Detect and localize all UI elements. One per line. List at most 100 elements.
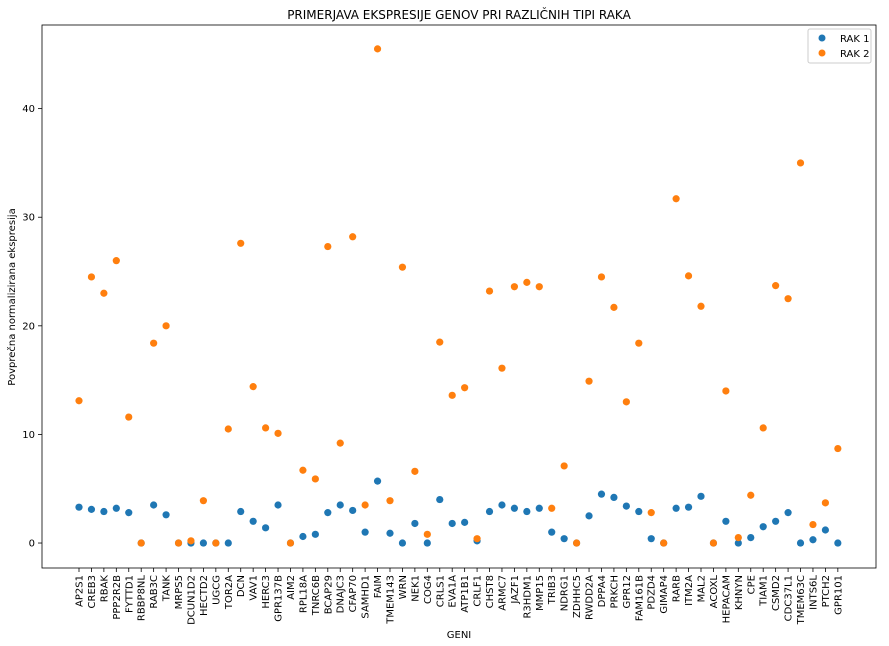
data-point-rak1-wrn (398, 539, 407, 547)
data-point-rak1-tnrc6b (311, 530, 319, 538)
x-tick-label-gpr137b: GPR137B (274, 575, 285, 622)
x-tick-label-dcun1d2: DCUN1D2 (186, 575, 197, 625)
data-point-rak2-gimap4 (660, 539, 668, 547)
data-point-rak2-eva1a (448, 391, 456, 399)
data-point-rak2-dcn (237, 239, 245, 247)
x-tick-label-crlf1: CRLF1 (473, 575, 484, 607)
x-tick-label-rwdd2a: RWDD2A (585, 575, 596, 620)
data-point-rak2-cfap70 (349, 233, 357, 241)
data-point-rak1-faim (373, 477, 382, 485)
x-tick-label-dcn: DCN (236, 575, 247, 597)
data-point-rak1-armc7 (498, 501, 506, 509)
x-tick-label-ap2s1: AP2S1 (75, 575, 86, 607)
data-point-rak1-eva1a (448, 519, 456, 528)
data-point-rak2-creb3 (87, 273, 96, 281)
data-point-rak1-prkch (610, 493, 618, 502)
x-tick-label-cdc37l1: CDC37L1 (784, 575, 795, 621)
data-point-rak2-chst8 (485, 287, 494, 295)
data-point-rak1-csmd2 (772, 517, 780, 525)
data-point-rak2-zdhhc5 (573, 539, 581, 547)
x-tick-label-aim2: AIM2 (286, 575, 297, 600)
legend-marker-rak2 (818, 49, 826, 57)
x-tick-label-faim: FAIM (373, 575, 384, 598)
y-tick-label: 20 (22, 321, 35, 332)
data-point-rak2-rarb (672, 195, 680, 203)
data-point-rak2-aim2 (286, 539, 295, 547)
x-tick-label-bcap29: BCAP29 (323, 575, 334, 614)
data-point-rak1-cpe (747, 533, 755, 542)
data-point-rak2-acoxl (709, 539, 718, 547)
x-tick-label-herc3: HERC3 (261, 575, 272, 609)
x-tick-label-dppa4: DPPA4 (597, 575, 608, 607)
data-point-rak2-nek1 (411, 467, 419, 475)
data-points (75, 45, 842, 547)
data-point-rak2-r3hdm1 (523, 278, 531, 286)
data-point-rak2-ndrg1 (560, 462, 568, 470)
x-axis-label: GENI (447, 630, 472, 641)
data-point-rak1-r3hdm1 (523, 507, 531, 516)
data-point-rak1-mal2 (697, 492, 705, 500)
data-point-rak1-creb3 (87, 505, 96, 513)
data-point-rak2-trib3 (548, 504, 556, 512)
x-tick-label-itm2a: ITM2A (684, 575, 695, 606)
y-tick-label: 0 (29, 539, 35, 550)
data-point-rak2-ints6l (809, 520, 817, 529)
x-tick-label-atp1b1: ATP1B1 (460, 575, 471, 613)
data-point-rak2-fyttd1 (125, 413, 133, 421)
data-point-rak1-ndrg1 (560, 535, 568, 543)
data-point-rak1-rab3c (150, 501, 158, 509)
y-tick-label: 10 (22, 430, 35, 441)
chart-title: PRIMERJAVA EKSPRESIJE GENOV PRI RAZLIČNI… (287, 7, 631, 22)
x-tick-label-rab3c: RAB3C (149, 575, 160, 609)
data-point-rak2-armc7 (498, 364, 506, 372)
data-point-rak1-gpr101 (834, 539, 842, 547)
data-point-rak2-rwdd2a (585, 377, 593, 385)
data-point-rak2-gpr101 (834, 444, 842, 453)
data-point-rak2-crlf1 (473, 535, 481, 543)
x-tick-label-rbak: RBAK (99, 575, 110, 603)
data-point-rak2-cog4 (423, 530, 431, 538)
data-point-rak1-itm2a (684, 503, 693, 511)
data-point-rak2-ppp2r2b (112, 257, 120, 265)
x-tick-label-ptch2: PTCH2 (821, 575, 832, 607)
data-point-rak1-mmp15 (535, 504, 543, 512)
data-point-rak1-rpl18a (299, 532, 307, 541)
x-tick-label-ndrg1: NDRG1 (560, 575, 571, 611)
data-point-rak2-rbak (100, 289, 108, 297)
x-tick-label-fyttd1: FYTTD1 (124, 575, 135, 613)
data-point-rak1-tiam1 (759, 523, 767, 531)
data-point-rak2-faim (373, 45, 382, 53)
data-point-rak1-samhd1 (361, 528, 369, 536)
y-axis: 0 10 20 30 40 (22, 104, 42, 550)
x-tick-label-hectd2: HECTD2 (199, 575, 210, 616)
data-point-rak2-itm2a (684, 272, 693, 280)
x-tick-label-crls1: CRLS1 (435, 575, 446, 607)
data-point-rak2-fam161b (635, 339, 643, 347)
data-point-rak1-chst8 (485, 507, 494, 516)
data-point-rak1-vav1 (249, 517, 257, 525)
data-point-rak2-tmem143 (386, 497, 394, 505)
x-tick-label-gimap4: GIMAP4 (659, 575, 670, 614)
data-point-rak2-samhd1 (361, 501, 369, 509)
data-point-rak1-dcn (237, 507, 245, 516)
data-point-rak1-ptch2 (821, 526, 830, 534)
data-point-rak2-prkch (610, 303, 618, 311)
data-point-rak2-herc3 (262, 424, 270, 432)
data-point-rak2-dcun1d2 (187, 537, 195, 545)
data-point-rak2-dnajc3 (336, 439, 344, 447)
y-tick-label: 40 (22, 104, 35, 115)
data-point-rak2-ap2s1 (75, 397, 83, 405)
data-point-rak1-hectd2 (199, 539, 207, 547)
x-tick-label-mmp15: MMP15 (535, 575, 546, 611)
data-point-rak2-khnyn (734, 533, 742, 542)
x-tick-label-csmd2: CSMD2 (771, 575, 782, 611)
x-tick-label-fam161b: FAM161B (634, 575, 645, 621)
data-point-rak2-rbbp8nl (137, 539, 145, 547)
data-point-rak1-nek1 (411, 519, 419, 528)
data-point-rak2-gpr137b (274, 429, 282, 437)
x-tick-label-mal2: MAL2 (697, 575, 708, 602)
data-point-rak2-crls1 (436, 338, 444, 346)
data-point-rak2-cpe (747, 491, 755, 499)
data-point-rak1-hepacam (722, 517, 730, 525)
x-tick-label-prkch: PRKCH (609, 575, 620, 609)
